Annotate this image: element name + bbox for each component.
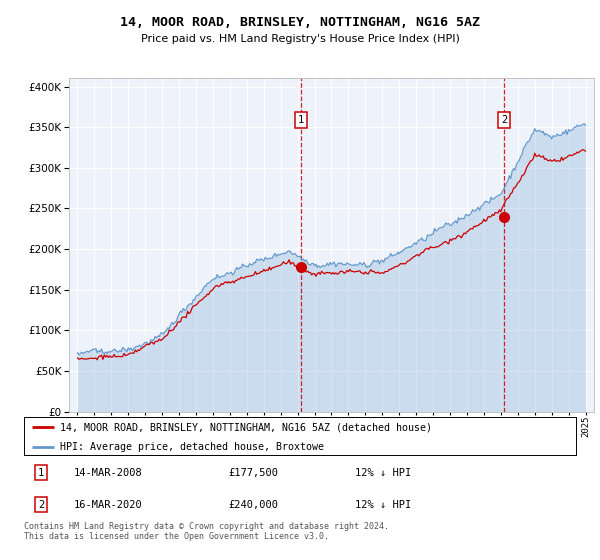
Text: 14, MOOR ROAD, BRINSLEY, NOTTINGHAM, NG16 5AZ (detached house): 14, MOOR ROAD, BRINSLEY, NOTTINGHAM, NG1… (60, 422, 432, 432)
Text: Contains HM Land Registry data © Crown copyright and database right 2024.
This d: Contains HM Land Registry data © Crown c… (24, 522, 389, 542)
Text: 1: 1 (38, 468, 44, 478)
Text: 14-MAR-2008: 14-MAR-2008 (74, 468, 142, 478)
Text: 1: 1 (298, 115, 304, 125)
Text: 12% ↓ HPI: 12% ↓ HPI (355, 468, 412, 478)
Text: HPI: Average price, detached house, Broxtowe: HPI: Average price, detached house, Brox… (60, 442, 324, 452)
Text: 2: 2 (501, 115, 508, 125)
Text: 12% ↓ HPI: 12% ↓ HPI (355, 500, 412, 510)
Text: £177,500: £177,500 (228, 468, 278, 478)
Text: £240,000: £240,000 (228, 500, 278, 510)
Text: 2: 2 (38, 500, 44, 510)
Text: Price paid vs. HM Land Registry's House Price Index (HPI): Price paid vs. HM Land Registry's House … (140, 34, 460, 44)
Text: 14, MOOR ROAD, BRINSLEY, NOTTINGHAM, NG16 5AZ: 14, MOOR ROAD, BRINSLEY, NOTTINGHAM, NG1… (120, 16, 480, 29)
Text: 16-MAR-2020: 16-MAR-2020 (74, 500, 142, 510)
